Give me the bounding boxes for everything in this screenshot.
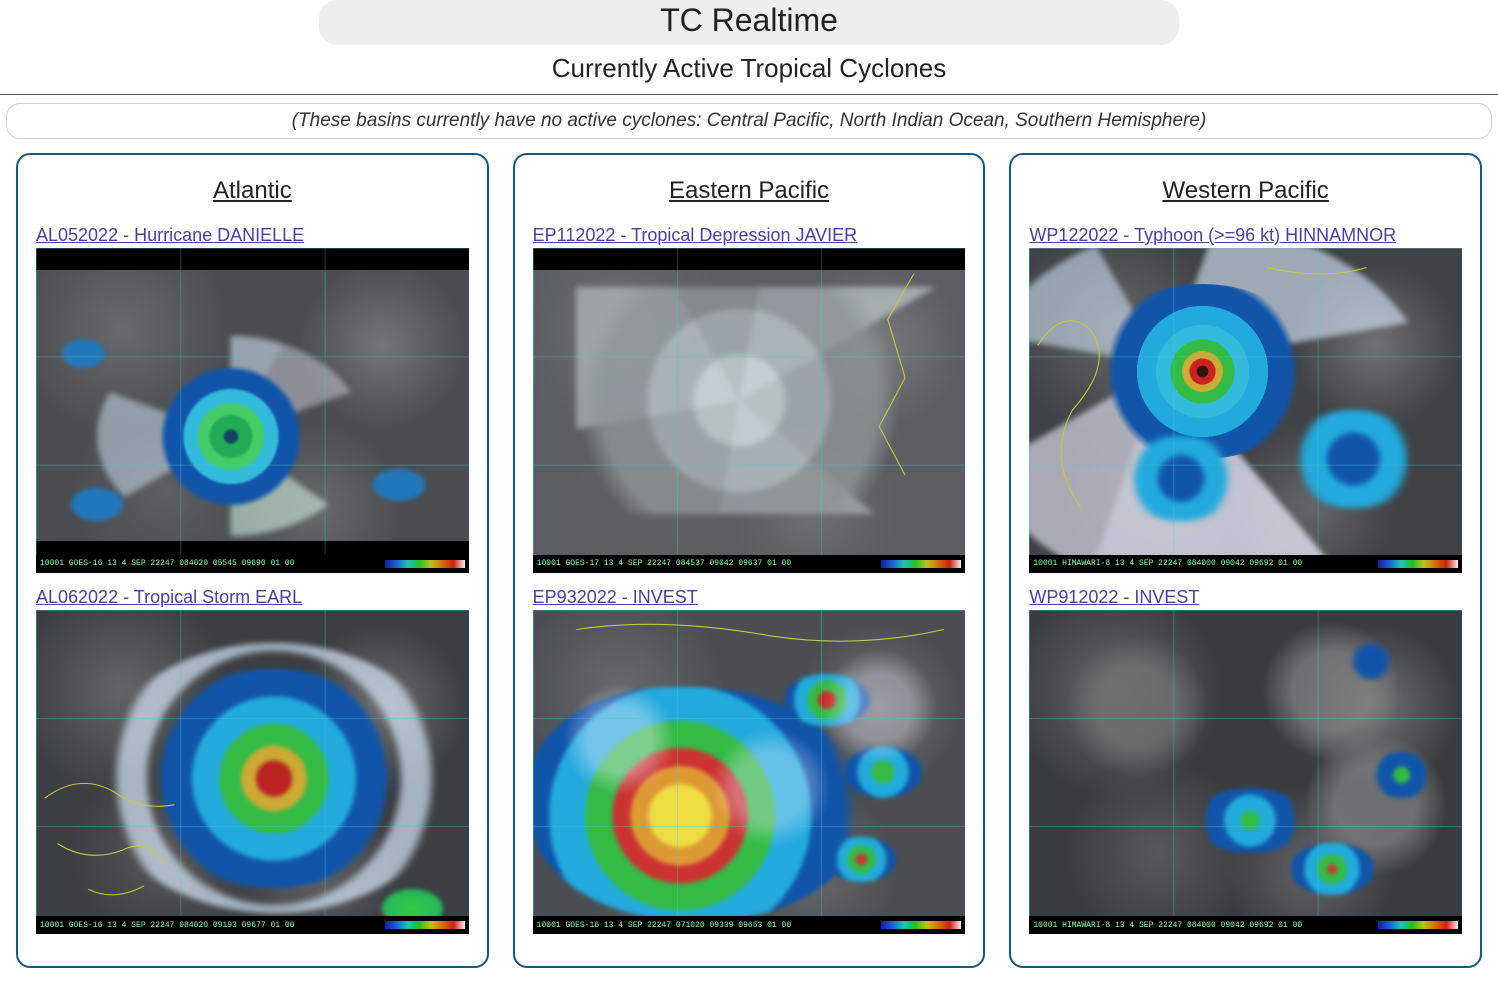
divider xyxy=(0,94,1498,95)
basin-card: Eastern Pacific EP112022 - Tropical Depre… xyxy=(513,153,986,968)
storm-item: WP912022 - INVEST10001 HIMAWARI-8 13 4 S… xyxy=(1029,587,1462,935)
storm-link[interactable]: EP112022 - Tropical Depression JAVIER xyxy=(533,225,858,246)
basin-title: Eastern Pacific xyxy=(533,177,966,205)
storm-item: WP122022 - Typhoon (>=96 kt) HINNAMNOR 1… xyxy=(1029,225,1462,573)
storm-link[interactable]: AL052022 - Hurricane DANIELLE xyxy=(36,225,304,246)
page-subtitle: Currently Active Tropical Cyclones xyxy=(0,53,1498,84)
satellite-image[interactable]: 10001 GOES-16 13 4 SEP 22247 084020 0554… xyxy=(36,248,469,573)
storm-item: EP932022 - INVEST10001 GOES-16 13 4 SEP … xyxy=(533,587,966,935)
storm-link[interactable]: AL062022 - Tropical Storm EARL xyxy=(36,587,302,608)
satellite-image[interactable]: 10001 GOES-17 13 4 SEP 22247 084537 0904… xyxy=(533,248,966,573)
storm-item: AL062022 - Tropical Storm EARL 10001 GOE… xyxy=(36,587,469,935)
inactive-basins-bar: (These basins currently have no active c… xyxy=(6,103,1492,139)
satellite-image[interactable]: 10001 GOES-16 13 4 SEP 22247 084020 0919… xyxy=(36,610,469,935)
basins-row: AtlanticAL052022 - Hurricane DANIELLE100… xyxy=(0,153,1498,992)
storm-link[interactable]: WP122022 - Typhoon (>=96 kt) HINNAMNOR xyxy=(1029,225,1396,246)
basin-card: AtlanticAL052022 - Hurricane DANIELLE100… xyxy=(16,153,489,968)
basin-title: Atlantic xyxy=(36,177,469,205)
basin-title: Western Pacific xyxy=(1029,177,1462,205)
satellite-image[interactable]: 10001 HIMAWARI-8 13 4 SEP 22247 084000 0… xyxy=(1029,248,1462,573)
satellite-image[interactable]: 10001 GOES-16 13 4 SEP 22247 071020 0933… xyxy=(533,610,966,935)
storm-link[interactable]: WP912022 - INVEST xyxy=(1029,587,1199,608)
storm-item: AL052022 - Hurricane DANIELLE10001 GOES-… xyxy=(36,225,469,573)
page-title: TC Realtime xyxy=(319,0,1179,45)
basin-card: Western Pacific WP122022 - Typhoon (>=96 … xyxy=(1009,153,1482,968)
storm-link[interactable]: EP932022 - INVEST xyxy=(533,587,698,608)
satellite-image[interactable]: 10001 HIMAWARI-8 13 4 SEP 22247 084000 0… xyxy=(1029,610,1462,935)
storm-item: EP112022 - Tropical Depression JAVIER100… xyxy=(533,225,966,573)
